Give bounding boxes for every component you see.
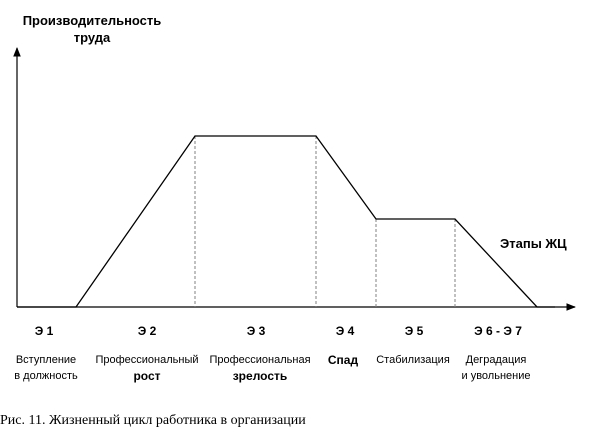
stage-code-1: Э 1 bbox=[34, 324, 54, 338]
stage-code-4: Э 4 bbox=[335, 324, 355, 338]
stage-code-2: Э 2 bbox=[137, 324, 157, 338]
stage-label-3-line1: Профессиональная bbox=[209, 354, 311, 366]
y-axis-title-line2: труда bbox=[73, 30, 111, 45]
stage-label-3: Профессиональная зрелость bbox=[209, 352, 310, 384]
stage-label-2-line1: Профессиональный bbox=[95, 354, 199, 366]
stage-label-4: Спад bbox=[328, 352, 358, 368]
y-axis-title: Производительность труда bbox=[12, 12, 172, 46]
stage-label-6-7-line2: и увольнение bbox=[461, 370, 531, 382]
stage-label-5: Стабилизация bbox=[376, 352, 450, 368]
stage-label-1-line2: в должность bbox=[14, 370, 78, 382]
stage-label-5-line1: Стабилизация bbox=[376, 354, 450, 366]
stage-label-1: Вступление в должность bbox=[14, 352, 77, 384]
stage-label-2: Профессиональный рост bbox=[95, 352, 198, 384]
stage-code-6-7: Э 6 - Э 7 bbox=[474, 324, 522, 338]
stage-label-2-line2: рост bbox=[133, 369, 161, 383]
stage-label-3-line2: зрелость bbox=[232, 369, 288, 383]
stage-label-6-7-line1: Деградация bbox=[465, 354, 527, 366]
y-axis-title-line1: Производительность bbox=[22, 13, 162, 28]
stage-code-3: Э 3 bbox=[246, 324, 266, 338]
stage-label-6-7: Деградация и увольнение bbox=[462, 352, 531, 384]
x-axis-title: Этапы ЖЦ bbox=[500, 236, 567, 251]
stage-label-1-line1: Вступление bbox=[15, 354, 77, 366]
stage-label-4-line1: Спад bbox=[327, 353, 359, 367]
stage-code-5: Э 5 bbox=[404, 324, 424, 338]
figure-caption: Рис. 11. Жизненный цикл работника в орга… bbox=[0, 413, 306, 428]
productivity-curve bbox=[17, 135, 555, 308]
